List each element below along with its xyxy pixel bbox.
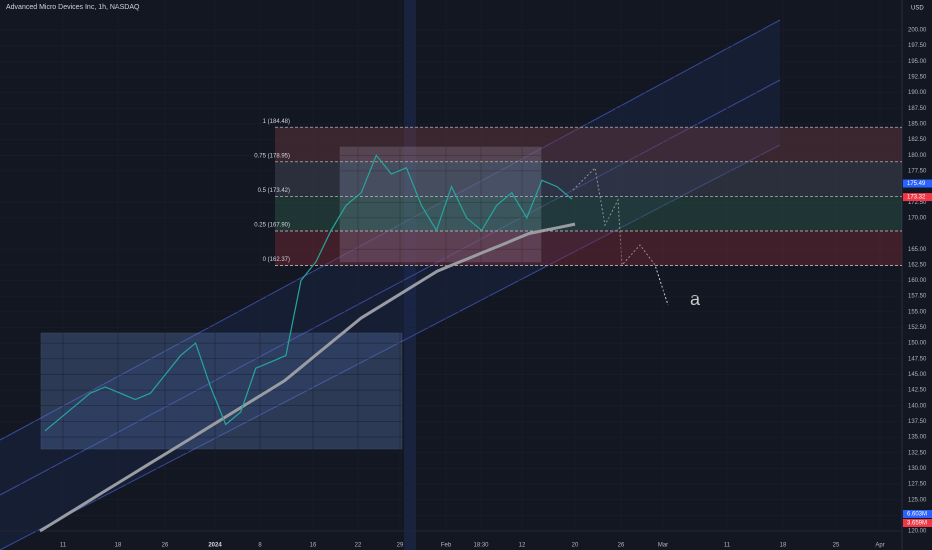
- y-tick-label: 130.00: [908, 466, 927, 472]
- channel-top: [0, 19, 781, 441]
- y-tick-label: 120.00: [908, 529, 927, 535]
- x-tick-label: 2024: [208, 543, 222, 549]
- fib-label: 0 (162.37): [263, 257, 290, 263]
- volume-tag-label: 3.659M: [907, 521, 927, 527]
- x-tick-label: 25: [833, 543, 840, 549]
- fib-label: 0.25 (167.90): [254, 223, 290, 229]
- currency: USD: [911, 6, 924, 12]
- channel-bottom: [0, 144, 781, 550]
- y-tick-label: 142.50: [908, 388, 927, 394]
- y-tick-label: 200.00: [908, 28, 927, 34]
- x-tick-label: Feb: [441, 543, 452, 549]
- x-tick-label: 18: [115, 543, 122, 549]
- x-tick-label: 16: [310, 543, 317, 549]
- y-tick-label: 172.50: [908, 200, 927, 206]
- x-tick-label: 18:30: [473, 543, 489, 549]
- y-tick-label: 127.50: [908, 482, 927, 488]
- y-tick-label: 195.00: [908, 59, 927, 65]
- projection: [572, 166, 669, 306]
- x-tick-label: 18: [780, 543, 787, 549]
- price-tag: [903, 179, 932, 188]
- y-tick-label: 155.00: [908, 309, 927, 315]
- x-tick-label: 8: [258, 543, 262, 549]
- x-tick-label: 29: [397, 543, 404, 549]
- y-tick-label: 150.00: [908, 341, 927, 347]
- x-tick-label: 26: [618, 543, 625, 549]
- y-tick-label: 140.00: [908, 403, 927, 409]
- y-tick-label: 135.00: [908, 435, 927, 441]
- chart-title: Advanced Micro Devices Inc, 1h, NASDAQ: [6, 4, 140, 11]
- fib-zone: [275, 127, 902, 162]
- y-tick-label: 145.00: [908, 372, 927, 378]
- volume-tag: [903, 519, 932, 527]
- x-tick-label: 12: [519, 543, 526, 549]
- y-tick-label: 190.00: [908, 90, 927, 96]
- y-tick-label: 132.50: [908, 450, 927, 456]
- logo: a: [690, 289, 701, 309]
- y-tick-label: 180.00: [908, 153, 927, 159]
- volume-tag: [903, 510, 932, 518]
- fib-label: 1 (184.48): [263, 119, 290, 125]
- y-tick-label: 157.50: [908, 294, 927, 300]
- y-tick-label: 162.50: [908, 262, 927, 268]
- price-tag: [903, 193, 932, 202]
- y-tick-label: 182.50: [908, 137, 927, 143]
- y-tick-label: 137.50: [908, 419, 927, 425]
- x-tick-label: 26: [162, 543, 169, 549]
- fib-label: 0.75 (178.95): [254, 153, 290, 159]
- price-tag-label: 175.49: [907, 181, 926, 187]
- y-tick-label: 170.00: [908, 215, 927, 221]
- x-tick-label: 22: [355, 543, 362, 549]
- x-tick-label: Apr: [875, 543, 884, 549]
- y-tick-label: 160.00: [908, 278, 927, 284]
- channel: [0, 20, 780, 550]
- highlight-column: [404, 0, 416, 550]
- price-tag-label: 173.32: [907, 195, 926, 201]
- y-tick-label: 125.00: [908, 497, 927, 503]
- y-tick-label: 197.50: [908, 43, 927, 49]
- fib-zone: [275, 161, 902, 197]
- x-tick-label: 11: [60, 543, 67, 549]
- y-tick-label: 177.50: [908, 168, 927, 174]
- x-tick-label: 11: [724, 543, 731, 549]
- y-tick-label: 147.50: [908, 356, 927, 362]
- y-tick-label: 187.50: [908, 106, 927, 112]
- volume-tag-label: 6.603M: [907, 512, 927, 518]
- y-tick-label: 165.00: [908, 247, 927, 253]
- x-tick-label: Mar: [658, 543, 668, 549]
- y-tick-label: 152.50: [908, 325, 927, 331]
- price-line: [44, 154, 573, 432]
- x-tick-label: 20: [572, 543, 579, 549]
- range-box: [40, 332, 403, 450]
- moving-average: [39, 222, 576, 533]
- fib-zone: [275, 196, 902, 232]
- channel-mid: [0, 79, 781, 496]
- fib-zone: [275, 231, 902, 266]
- fib-label: 0.5 (173.42): [258, 188, 290, 194]
- y-tick-label: 192.50: [908, 75, 927, 81]
- y-tick-label: 185.00: [908, 122, 927, 128]
